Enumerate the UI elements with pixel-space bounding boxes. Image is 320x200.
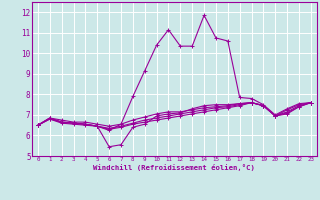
X-axis label: Windchill (Refroidissement éolien,°C): Windchill (Refroidissement éolien,°C) <box>93 164 255 171</box>
